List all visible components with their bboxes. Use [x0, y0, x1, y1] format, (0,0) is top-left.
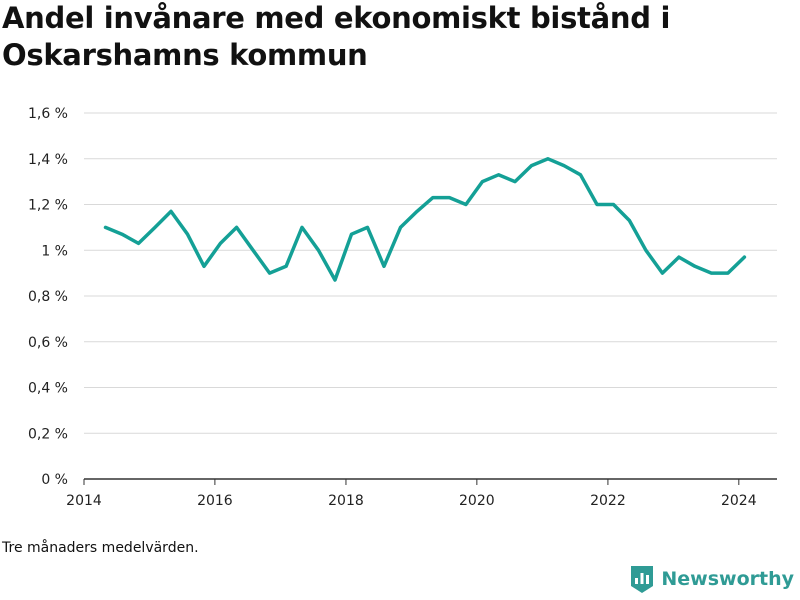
x-tick-label: 2018 [328, 493, 364, 509]
y-tick-label: 0 % [41, 472, 68, 488]
x-tick-label: 2024 [721, 493, 757, 509]
y-axis-ticks: 0 % 0,2 % 0,4 % 0,6 % 0,8 % 1 % 1,2 % 1,4 % 1,6 … [28, 106, 68, 488]
y-tick-label: 1,4 % [28, 152, 68, 168]
x-tick-label: 2020 [459, 493, 495, 509]
y-tick-label: 1,2 % [28, 198, 68, 214]
chart-note: Tre månaders medelvärden. [2, 540, 199, 556]
x-tick-label: 2016 [197, 493, 233, 509]
brand-name: Newsworthy [661, 568, 794, 590]
newsworthy-logo-icon [631, 566, 654, 593]
y-tick-label: 0,2 % [28, 426, 68, 442]
y-tick-label: 1 % [41, 243, 68, 259]
brand-logo: Newsworthy [629, 564, 794, 594]
y-tick-label: 0,8 % [28, 289, 68, 305]
plot-area [103, 157, 747, 282]
x-axis: 2014 2016 2018 2020 2022 2024 [66, 478, 777, 509]
gridlines [84, 112, 777, 434]
x-tick-label: 2022 [590, 493, 626, 509]
y-tick-label: 1,6 % [28, 106, 68, 122]
y-tick-label: 0,4 % [28, 381, 68, 397]
series-line [103, 157, 747, 282]
x-tick-label: 2014 [66, 493, 102, 509]
line-chart: 0 % 0,2 % 0,4 % 0,6 % 0,8 % 1 % 1,2 % 1,4 % 1,6 … [28, 106, 777, 509]
y-tick-label: 0,6 % [28, 335, 68, 351]
chart-title: Andel invånare med ekonomiskt bistånd i … [2, 1, 671, 72]
